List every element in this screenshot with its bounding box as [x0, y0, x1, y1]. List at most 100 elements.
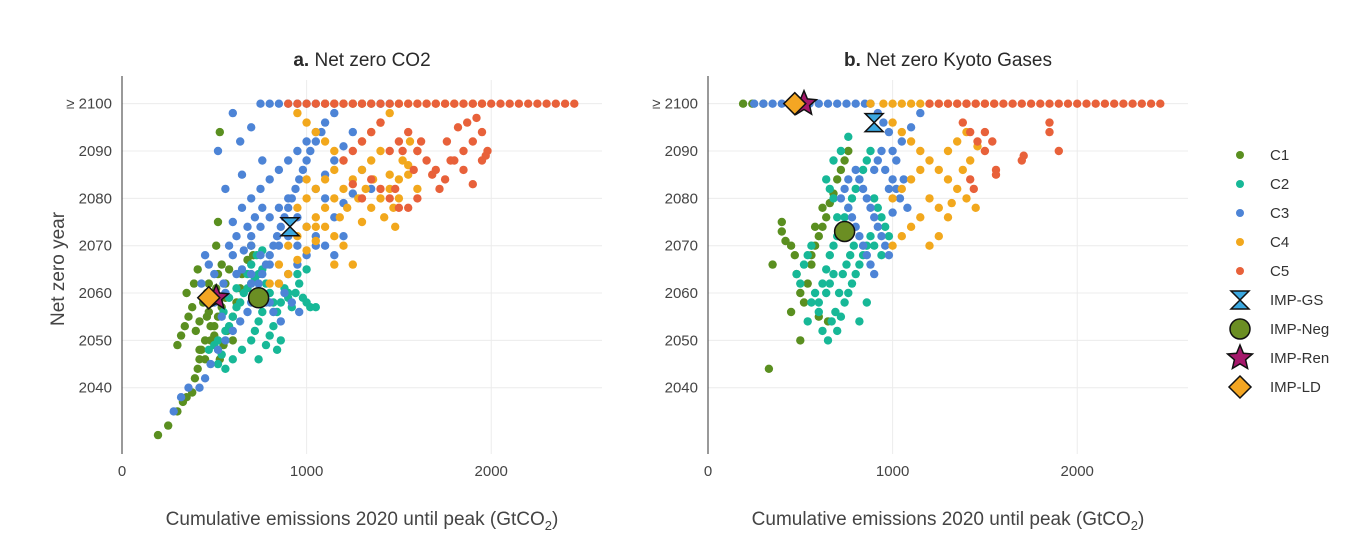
point-c1	[818, 222, 827, 231]
point-c3	[339, 232, 348, 241]
point-c5	[560, 99, 570, 108]
point-c3	[884, 251, 894, 260]
point-c4	[953, 137, 962, 146]
point-c3	[184, 383, 193, 392]
point-c1	[180, 322, 189, 331]
point-c1	[822, 213, 831, 222]
point-c3	[877, 146, 886, 156]
point-c4	[966, 156, 975, 165]
point-c4	[302, 246, 311, 255]
x-tick-label: 0	[704, 463, 712, 480]
point-c3	[302, 156, 311, 165]
y-tick-label: 2060	[665, 285, 698, 302]
point-c3	[256, 251, 265, 260]
point-c4	[958, 165, 967, 175]
point-c5	[487, 99, 496, 108]
point-c3	[280, 288, 289, 298]
point-c4	[380, 213, 389, 222]
point-c4	[330, 232, 339, 241]
point-c4	[302, 118, 311, 127]
point-c2	[204, 345, 213, 354]
point-c2	[881, 222, 890, 231]
point-c4	[320, 137, 330, 146]
point-c3	[213, 146, 223, 156]
point-c2	[818, 279, 827, 288]
point-c5	[311, 99, 320, 108]
point-c5	[413, 99, 422, 108]
point-c5	[1045, 99, 1054, 108]
gridlines	[122, 80, 602, 454]
point-c3	[243, 307, 252, 317]
point-c2	[799, 260, 809, 269]
y-tick-label: 2040	[79, 380, 112, 397]
panel-title-text: Net zero CO2	[309, 50, 430, 71]
point-c4	[398, 156, 407, 165]
point-c3	[265, 213, 274, 222]
point-c4	[320, 222, 330, 231]
point-c2	[237, 345, 247, 354]
point-c5	[428, 170, 437, 179]
point-c5	[450, 99, 459, 108]
panel-letter: b.	[844, 50, 861, 71]
legend: C1 C2 C3 C4 C5 IMP-GS IMP-Neg IMP-Ren IMP-LD	[1225, 147, 1329, 400]
point-c5	[980, 99, 990, 108]
gridlines	[708, 80, 1188, 454]
point-c2	[276, 298, 285, 307]
point-c3	[836, 194, 846, 203]
point-c4	[906, 99, 916, 108]
legend-item-c5: C5	[1236, 263, 1289, 280]
point-c4	[330, 260, 339, 269]
point-c5	[969, 184, 978, 194]
point-c2	[855, 260, 864, 269]
point-c5	[973, 137, 982, 146]
x-tick-label: 0	[118, 463, 126, 480]
point-c5	[348, 99, 357, 108]
x-axis-title: Cumulative emissions 2020 until peak (Gt…	[166, 509, 559, 533]
point-c2	[829, 241, 838, 250]
point-c4	[934, 232, 943, 241]
point-c2	[311, 303, 320, 312]
scatter-points	[153, 99, 579, 440]
marker-imp-ld	[782, 91, 807, 116]
point-c1	[781, 236, 790, 246]
point-c3	[276, 222, 285, 231]
point-c5	[483, 146, 492, 156]
point-c1	[195, 317, 204, 326]
point-c3	[200, 251, 210, 260]
y-tick-label: 2070	[665, 238, 698, 255]
point-c4	[361, 184, 370, 194]
point-c5	[971, 99, 980, 108]
point-c1	[764, 364, 774, 373]
point-c4	[339, 184, 348, 194]
point-c4	[265, 279, 274, 288]
point-c3	[851, 165, 860, 175]
point-c2	[877, 251, 886, 260]
point-c3	[823, 99, 833, 108]
point-c5	[293, 99, 302, 108]
point-c4	[943, 175, 953, 184]
point-c2	[840, 298, 849, 307]
point-c4	[302, 194, 311, 203]
point-c3	[862, 251, 871, 260]
point-c5	[505, 99, 514, 108]
point-c5	[357, 194, 367, 203]
point-c2	[818, 326, 827, 336]
point-c5	[367, 99, 376, 108]
point-c4	[311, 236, 320, 246]
point-c3	[232, 232, 241, 241]
point-c1	[173, 340, 182, 350]
y-tick-label: 2060	[79, 285, 112, 302]
point-c4	[293, 203, 302, 212]
point-c4	[339, 241, 348, 250]
point-c2	[269, 322, 278, 331]
point-c5	[477, 156, 487, 165]
point-c2	[836, 312, 846, 321]
point-c2	[807, 298, 816, 307]
point-c3	[247, 194, 256, 203]
x-tick-label: 2000	[1061, 463, 1094, 480]
point-c3	[254, 279, 263, 288]
point-c2	[236, 298, 245, 307]
point-c2	[825, 279, 834, 288]
point-c2	[846, 251, 855, 260]
point-c3	[311, 137, 320, 146]
